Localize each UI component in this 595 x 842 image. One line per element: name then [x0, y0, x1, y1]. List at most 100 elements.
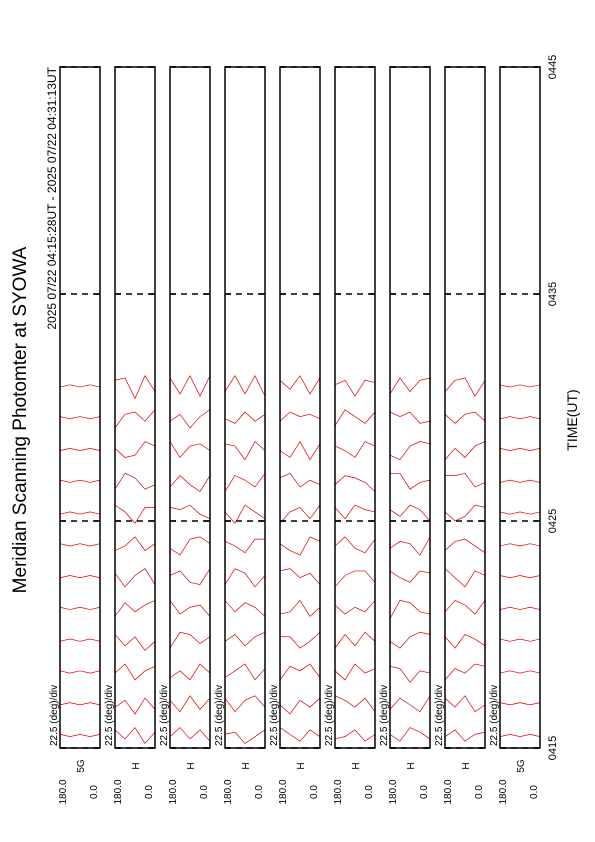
- scan-trace: [59, 384, 101, 388]
- scan-trace: [169, 409, 211, 429]
- scan-trace: [279, 504, 321, 524]
- scan-trace: [224, 729, 266, 744]
- scan-trace: [499, 606, 541, 610]
- scan-trace: [114, 634, 156, 651]
- scan-trace: [114, 663, 156, 681]
- channel-label: H: [461, 762, 472, 769]
- scan-trace: [444, 377, 486, 397]
- channel-label: H: [131, 762, 142, 769]
- channel-label: 5G: [516, 759, 527, 773]
- panel-frame: [59, 66, 101, 749]
- scan-trace: [444, 663, 486, 681]
- panel-frame: [444, 66, 486, 749]
- scan-trace: [389, 631, 431, 649]
- scan-trace: [444, 634, 486, 649]
- y-tick-label: 180.0: [58, 779, 69, 804]
- y-tick-label: 180.0: [333, 779, 344, 804]
- scan-trace: [114, 374, 156, 400]
- scan-trace: [114, 409, 156, 429]
- y-tick-label: 0.0: [199, 785, 210, 799]
- scan-trace: [499, 543, 541, 547]
- scan-trace: [499, 734, 541, 738]
- scan-trace: [444, 568, 486, 588]
- scan-trace: [444, 695, 486, 713]
- y-tick-label: 0.0: [529, 785, 540, 799]
- scan-trace: [279, 536, 321, 556]
- scan-trace: [114, 536, 156, 551]
- scan-trace: [59, 734, 101, 738]
- scan-trace: [59, 416, 101, 420]
- scan-trace: [279, 440, 321, 461]
- y-tick-label: 180.0: [498, 779, 509, 804]
- scan-trace: [279, 568, 321, 585]
- chart: Meridian Scanning Photomter at SYOWA 202…: [10, 55, 580, 805]
- y-tick-label: 180.0: [278, 779, 289, 804]
- scan-trace: [279, 472, 321, 488]
- scan-trace: [445, 472, 486, 488]
- scan-trace: [499, 479, 541, 483]
- scale-label: 22.5 (deg)/div: [159, 685, 170, 746]
- scan-trace: [444, 411, 486, 424]
- scan-trace: [59, 448, 101, 451]
- channel-label: H: [296, 762, 307, 769]
- scan-trace: [114, 697, 156, 715]
- y-tick-label: 180.0: [223, 779, 234, 804]
- scan-trace: [499, 416, 541, 420]
- scan-trace: [334, 475, 376, 492]
- scan-trace: [499, 511, 541, 515]
- panel-frame: [224, 66, 266, 749]
- scan-trace: [389, 695, 431, 713]
- panel-frame: [169, 66, 211, 749]
- scan-trace: [224, 663, 266, 681]
- scan-trace: [444, 729, 486, 742]
- scan-trace: [224, 473, 266, 492]
- scan-trace: [499, 702, 541, 706]
- channel-label: 5G: [76, 759, 87, 773]
- scan-trace: [499, 384, 541, 388]
- x-tick-label: 0435: [547, 282, 559, 306]
- panel-frame: [114, 66, 156, 749]
- scan-trace: [444, 538, 486, 554]
- scan-trace: [279, 599, 321, 617]
- scan-trace: [224, 568, 266, 588]
- scale-label: 22.5 (deg)/div: [489, 685, 500, 746]
- scan-trace: [389, 600, 431, 619]
- scan-trace: [334, 631, 376, 649]
- y-tick-label: 0.0: [474, 785, 485, 799]
- scan-trace: [169, 374, 211, 397]
- scan-trace: [334, 504, 376, 520]
- scan-trace: [389, 570, 431, 583]
- scan-trace: [114, 441, 156, 458]
- scan-trace: [334, 441, 376, 458]
- scan-trace: [114, 568, 156, 588]
- scan-trace: [390, 472, 431, 490]
- scale-label: 22.5 (deg)/div: [269, 685, 280, 746]
- scan-trace: [279, 697, 321, 715]
- scan-trace: [279, 411, 321, 422]
- scale-label: 22.5 (deg)/div: [379, 685, 390, 746]
- x-tick-label: 0415: [547, 736, 559, 760]
- scan-trace: [389, 536, 431, 556]
- scale-label: 22.5 (deg)/div: [214, 685, 225, 746]
- scan-trace: [334, 663, 376, 681]
- scan-trace: [279, 727, 321, 742]
- panel-frame: [334, 66, 376, 749]
- scan-trace: [224, 600, 266, 617]
- scan-trace: [224, 440, 266, 461]
- scan-trace: [499, 670, 541, 674]
- scale-label: 22.5 (deg)/div: [434, 685, 445, 746]
- scan-trace: [279, 663, 321, 681]
- scan-trace: [169, 600, 211, 617]
- scan-trace: [59, 670, 101, 674]
- scan-trace: [169, 441, 211, 459]
- scan-trace: [59, 702, 101, 706]
- panel-frame: [389, 66, 431, 749]
- subtitle: 2025 07/22 04:15:28UT - 2025 07/22 04:31…: [45, 66, 59, 329]
- channel-label: H: [186, 762, 197, 769]
- scan-trace: [169, 695, 211, 713]
- scan-trace: [114, 472, 156, 490]
- scan-trace: [224, 631, 266, 647]
- scan-trace: [59, 511, 101, 515]
- x-tick-label: 0445: [547, 55, 559, 79]
- y-tick-label: 180.0: [113, 779, 124, 804]
